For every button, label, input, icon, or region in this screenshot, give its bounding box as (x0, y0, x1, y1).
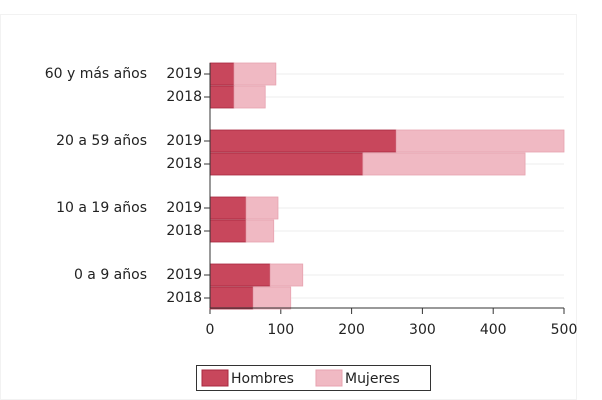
group-label: 10 a 19 años (56, 200, 147, 216)
bar (233, 62, 277, 86)
legend-label: Hombres (231, 371, 294, 387)
bar (209, 129, 397, 153)
y-tick-label: 2019 (166, 200, 202, 216)
y-tick-label: 2019 (166, 267, 202, 283)
x-tick-label: 500 (551, 322, 578, 338)
bar (233, 85, 266, 109)
group-label: 60 y más años (45, 66, 147, 82)
x-tick-label: 400 (480, 322, 507, 338)
x-tick-label: 100 (267, 322, 294, 338)
bar (209, 286, 254, 310)
x-tick-label: 200 (338, 322, 365, 338)
y-tick-label: 2018 (166, 290, 202, 306)
group-label: 0 a 9 años (74, 267, 147, 283)
y-tick-label: 2019 (166, 66, 202, 82)
y-tick-label: 2019 (166, 133, 202, 149)
legend-label: Mujeres (345, 371, 400, 387)
bar (209, 152, 364, 176)
bar (252, 286, 292, 310)
bar (209, 219, 247, 243)
legend (196, 365, 431, 391)
y-tick-label: 2018 (166, 223, 202, 239)
group-label: 20 a 59 años (56, 133, 147, 149)
bar (245, 196, 279, 220)
x-tick-label: 0 (206, 322, 215, 338)
y-tick-label: 2018 (166, 156, 202, 172)
legend-swatch (315, 369, 343, 387)
y-tick-label: 2018 (166, 89, 202, 105)
bar (209, 62, 235, 86)
bar (209, 196, 247, 220)
bar (209, 85, 235, 109)
x-tick-label: 300 (409, 322, 436, 338)
legend-swatch (201, 369, 229, 387)
bar (395, 129, 565, 153)
bar (209, 263, 271, 287)
bar (269, 263, 304, 287)
bar (362, 152, 526, 176)
bar (245, 219, 275, 243)
